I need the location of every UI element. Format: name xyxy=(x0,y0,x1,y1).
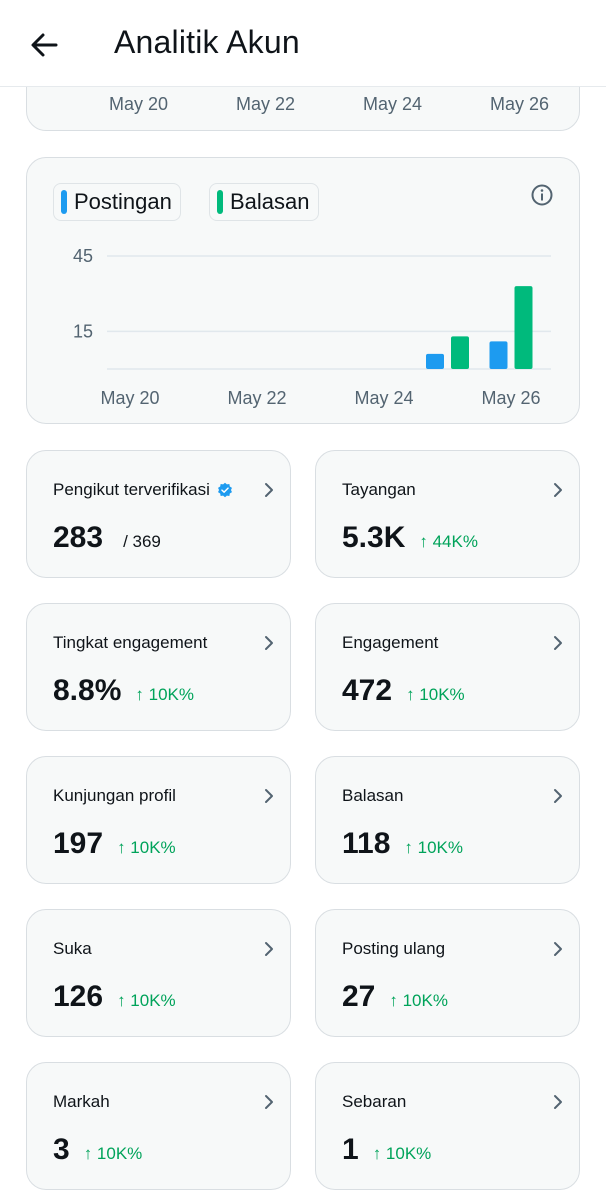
stat-change: ↑ 10K% xyxy=(117,991,176,1010)
stat-label-text: Tayangan xyxy=(342,480,416,499)
stat-label: Tingkat engagement xyxy=(53,633,207,653)
stat-value: 1 xyxy=(342,1133,359,1166)
stat-card-shares[interactable]: Sebaran 1 ↑ 10K% xyxy=(315,1062,580,1190)
y-tick-label: 15 xyxy=(73,321,93,341)
chevron-right-icon xyxy=(551,633,565,653)
bar-replies xyxy=(451,336,469,369)
stat-value-row: 3 ↑ 10K% xyxy=(53,1133,142,1167)
stat-value-row: 197 ↑ 10K% xyxy=(53,827,176,861)
stat-value: 8.8% xyxy=(53,674,122,707)
stat-value: 126 xyxy=(53,980,104,1013)
back-button[interactable] xyxy=(22,22,68,68)
stat-label: Pengikut terverifikasi xyxy=(53,480,233,500)
stat-value: 5.3K xyxy=(342,521,406,554)
chevron-right-icon xyxy=(262,633,276,653)
stat-value: 3 xyxy=(53,1133,70,1166)
x-tick-label: May 22 xyxy=(227,388,286,408)
stat-value-row: 5.3K ↑ 44K% xyxy=(342,521,478,555)
legend-swatch xyxy=(217,190,223,214)
stat-value-row: 8.8% ↑ 10K% xyxy=(53,674,194,708)
x-tick-label: May 24 xyxy=(354,388,413,408)
x-tick-label: May 22 xyxy=(236,94,296,114)
bar-posts xyxy=(489,341,508,369)
stat-card-reposts[interactable]: Posting ulang 27 ↑ 10K% xyxy=(315,909,580,1037)
stat-label: Sebaran xyxy=(342,1092,406,1112)
legend-posts[interactable]: Postingan xyxy=(53,183,181,221)
stat-change: ↑ 10K% xyxy=(372,1144,432,1163)
bar-chart: 45 15 May 20 May 22 May 24 May 26 xyxy=(73,246,551,408)
legend-label: Postingan xyxy=(74,189,172,214)
stat-card-impressions[interactable]: Tayangan 5.3K ↑ 44K% xyxy=(315,450,580,578)
x-tick-label: May 26 xyxy=(481,388,540,408)
stat-value: 27 xyxy=(342,980,376,1013)
bar-replies xyxy=(514,286,533,369)
legend-replies[interactable]: Balasan xyxy=(209,183,319,221)
stat-label: Suka xyxy=(53,939,92,959)
chevron-right-icon xyxy=(551,939,565,959)
stat-label: Kunjungan profil xyxy=(53,786,176,806)
chevron-right-icon xyxy=(262,480,276,500)
x-tick-label: May 26 xyxy=(490,94,550,114)
stat-label-text: Posting ulang xyxy=(342,939,446,958)
stat-label: Balasan xyxy=(342,786,403,806)
stat-card-verified-followers[interactable]: Pengikut terverifikasi 283 / 369 xyxy=(26,450,291,578)
stat-label: Markah xyxy=(53,1092,110,1112)
stat-label: Tayangan xyxy=(342,480,416,500)
stat-change: ↑ 44K% xyxy=(419,532,478,551)
stat-label-text: Kunjungan profil xyxy=(53,786,176,805)
stat-total: / 369 xyxy=(123,532,161,551)
chevron-right-icon xyxy=(551,786,565,806)
page-title: Analitik Akun xyxy=(114,24,300,60)
verified-badge-icon xyxy=(217,482,233,498)
arrow-left-icon xyxy=(31,33,58,57)
stat-label: Posting ulang xyxy=(342,939,445,959)
x-tick-label: May 20 xyxy=(100,388,159,408)
stat-label-text: Suka xyxy=(53,939,92,958)
stat-value-row: 118 ↑ 10K% xyxy=(342,827,463,861)
y-tick-label: 45 xyxy=(73,246,93,266)
stat-change: ↑ 10K% xyxy=(117,838,176,857)
stat-value-row: 283 / 369 xyxy=(53,521,161,555)
info-icon[interactable] xyxy=(530,183,554,207)
stat-value-row: 126 ↑ 10K% xyxy=(53,980,176,1014)
x-tick-label: May 20 xyxy=(109,94,169,114)
stat-card-replies[interactable]: Balasan 118 ↑ 10K% xyxy=(315,756,580,884)
posts-replies-chart-card: Postingan Balasan 45 15 May 20 May 22 May 24… xyxy=(26,157,580,424)
stat-label-text: Markah xyxy=(53,1092,110,1111)
stat-value-row: 1 ↑ 10K% xyxy=(342,1133,431,1167)
chevron-right-icon xyxy=(551,480,565,500)
stat-value: 197 xyxy=(53,827,104,860)
stat-value-row: 27 ↑ 10K% xyxy=(342,980,448,1014)
chevron-right-icon xyxy=(262,939,276,959)
stat-change: ↑ 10K% xyxy=(389,991,448,1010)
stat-label-text: Pengikut terverifikasi xyxy=(53,480,210,499)
stat-card-profile-visits[interactable]: Kunjungan profil 197 ↑ 10K% xyxy=(26,756,291,884)
stat-card-engagements[interactable]: Engagement 472 ↑ 10K% xyxy=(315,603,580,731)
chevron-right-icon xyxy=(262,786,276,806)
legend-label: Balasan xyxy=(230,189,310,214)
chevron-right-icon xyxy=(262,1092,276,1112)
stat-change: ↑ 10K% xyxy=(135,685,194,704)
stat-change: ↑ 10K% xyxy=(404,838,463,857)
bar-posts xyxy=(426,353,444,369)
stat-label-text: Tingkat engagement xyxy=(53,633,208,652)
stat-card-likes[interactable]: Suka 126 ↑ 10K% xyxy=(26,909,291,1037)
stat-label: Engagement xyxy=(342,633,438,653)
stat-card-engagement-rate[interactable]: Tingkat engagement 8.8% ↑ 10K% xyxy=(26,603,291,731)
stat-label-text: Engagement xyxy=(342,633,439,652)
stat-value: 283 xyxy=(53,521,104,554)
stat-value: 472 xyxy=(342,674,393,707)
chevron-right-icon xyxy=(551,1092,565,1112)
stat-card-bookmarks[interactable]: Markah 3 ↑ 10K% xyxy=(26,1062,291,1190)
stat-value-row: 472 ↑ 10K% xyxy=(342,674,465,708)
stat-value: 118 xyxy=(342,827,391,860)
legend-swatch xyxy=(61,190,67,214)
stat-label-text: Balasan xyxy=(342,786,404,805)
stat-label-text: Sebaran xyxy=(342,1092,407,1111)
top-app-bar: Analitik Akun xyxy=(0,0,606,87)
stat-change: ↑ 10K% xyxy=(406,685,465,704)
stat-change: ↑ 10K% xyxy=(83,1144,143,1163)
x-tick-label: May 24 xyxy=(363,94,423,114)
